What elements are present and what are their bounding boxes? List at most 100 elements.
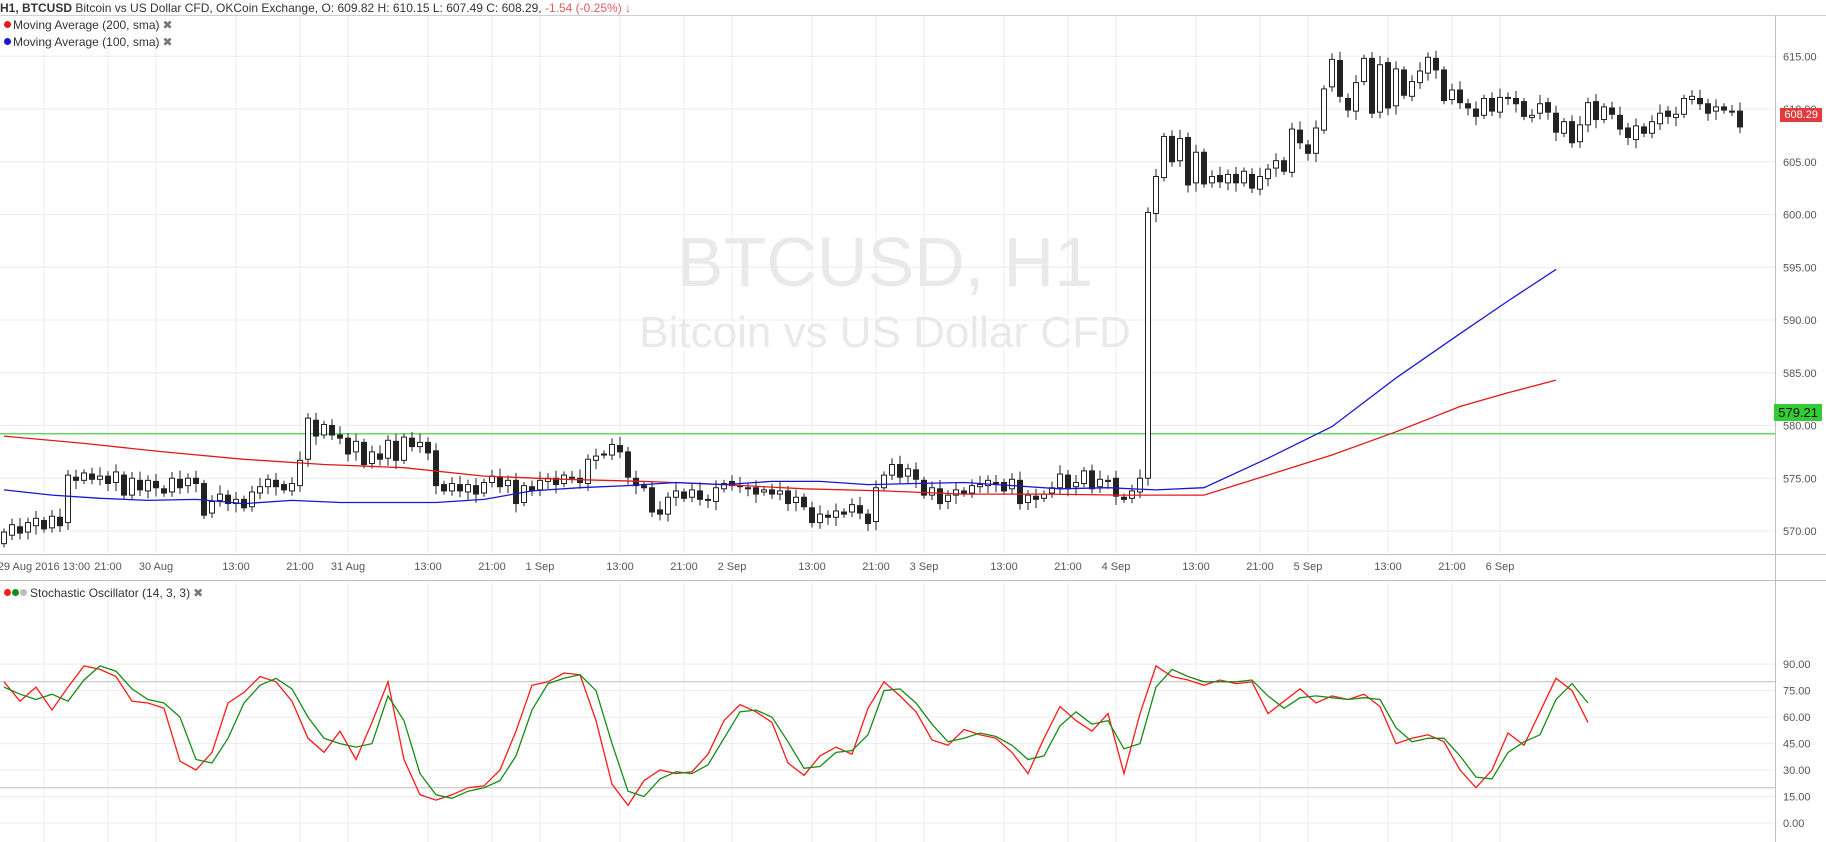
- candle-body: [513, 479, 519, 505]
- candle: [49, 510, 55, 533]
- level-price-tag: 579.21: [1774, 404, 1822, 421]
- candle-body: [145, 479, 151, 492]
- candle-body: [1025, 494, 1031, 504]
- candle: [1617, 106, 1623, 136]
- candle-body: [1249, 173, 1255, 189]
- candle: [1369, 52, 1375, 119]
- candle-body: [1633, 125, 1639, 141]
- candle: [857, 496, 863, 520]
- candle-body: [1353, 82, 1359, 112]
- ma100-color-dot-icon: [4, 38, 11, 45]
- candle-body: [977, 484, 983, 488]
- candle: [193, 470, 199, 493]
- candle: [377, 445, 383, 466]
- candle-body: [681, 491, 687, 499]
- candle-body: [417, 441, 423, 448]
- candle-body: [641, 485, 647, 489]
- candle: [721, 479, 727, 493]
- candle: [1457, 81, 1463, 109]
- candle: [817, 505, 823, 529]
- candle: [385, 435, 391, 466]
- candle-body: [361, 441, 367, 466]
- time-axis-tick: 13:00: [222, 561, 250, 573]
- candle: [929, 481, 935, 501]
- candle-body: [449, 483, 455, 492]
- candle: [89, 467, 95, 485]
- candle-body: [1137, 477, 1143, 493]
- candle: [297, 451, 303, 492]
- candle-body: [1065, 474, 1071, 490]
- legend-stochastic[interactable]: Stochastic Oscillator (14, 3, 3) ✖: [0, 586, 203, 600]
- candle: [497, 468, 503, 493]
- candle-body: [1489, 97, 1495, 112]
- candle: [1569, 115, 1575, 148]
- candle-body: [897, 464, 903, 478]
- candle-body: [785, 490, 791, 505]
- grid-lines: [0, 16, 1775, 842]
- candle-body: [273, 479, 279, 488]
- candle: [1649, 115, 1655, 139]
- candle: [425, 437, 431, 461]
- time-axis-tick: 13:00: [414, 561, 442, 573]
- legend-ma200[interactable]: Moving Average (200, sma) ✖: [0, 18, 173, 32]
- candle-body: [73, 476, 79, 481]
- close-x-icon[interactable]: ✖: [162, 35, 173, 49]
- candle-body: [873, 487, 879, 523]
- candle: [977, 475, 983, 493]
- time-axis-tick: 21:00: [1054, 561, 1082, 573]
- candle: [1161, 132, 1167, 182]
- candle-body: [1721, 106, 1727, 111]
- candle: [1289, 122, 1295, 178]
- candle-body: [1505, 96, 1511, 99]
- candle: [441, 480, 447, 495]
- candle: [33, 510, 39, 535]
- candle-body: [1161, 135, 1167, 179]
- candle-body: [313, 419, 319, 437]
- candle: [177, 470, 183, 494]
- candle: [1145, 207, 1151, 486]
- stoch-axis-tick: 75.00: [1783, 686, 1811, 698]
- candle: [409, 431, 415, 452]
- candle-body: [25, 522, 31, 533]
- time-axis-tick: 21:00: [1438, 561, 1466, 573]
- candle: [1049, 481, 1055, 498]
- stoch-axis-tick: 0.00: [1783, 818, 1804, 830]
- candle: [209, 495, 215, 519]
- candle: [849, 498, 855, 517]
- candle-body: [649, 487, 655, 513]
- candle-body: [721, 483, 727, 490]
- candle: [1553, 105, 1559, 141]
- legend-ma100[interactable]: Moving Average (100, sma) ✖: [0, 35, 173, 49]
- symbol-description: Bitcoin vs US Dollar CFD, OKCoin Exchang…: [75, 1, 319, 15]
- candle: [1185, 132, 1191, 193]
- ma100-label: Moving Average (100, sma): [13, 35, 160, 49]
- close-x-icon[interactable]: ✖: [162, 18, 173, 32]
- candle-body: [1513, 97, 1519, 105]
- time-axis-tick: 13:00: [990, 561, 1018, 573]
- candle-body: [1153, 176, 1159, 214]
- candle-body: [1201, 151, 1207, 185]
- candle-body: [1665, 110, 1671, 117]
- candle-body: [1057, 473, 1063, 489]
- close-x-icon[interactable]: ✖: [193, 586, 204, 600]
- candle-body: [1009, 478, 1015, 490]
- candle: [433, 443, 439, 495]
- candle: [689, 483, 695, 503]
- candle-body: [1401, 69, 1407, 96]
- candle-body: [153, 480, 159, 489]
- symbol-interval[interactable]: H1, BTCUSD: [0, 1, 73, 15]
- candle: [729, 475, 735, 491]
- candle: [1193, 144, 1199, 192]
- candle-body: [177, 478, 183, 489]
- candle-body: [1305, 144, 1311, 154]
- candle-body: [49, 515, 55, 529]
- candle-body: [137, 479, 143, 491]
- ohlc-values: O: 609.82 H: 610.15 L: 607.49 C: 608.29,: [321, 1, 542, 15]
- candle-body: [1289, 128, 1295, 173]
- ma200-label: Moving Average (200, sma): [13, 18, 160, 32]
- candle: [9, 518, 15, 541]
- candle-body: [33, 517, 39, 527]
- candle: [1537, 94, 1543, 120]
- candle-body: [601, 453, 607, 456]
- candle-body: [1553, 112, 1559, 133]
